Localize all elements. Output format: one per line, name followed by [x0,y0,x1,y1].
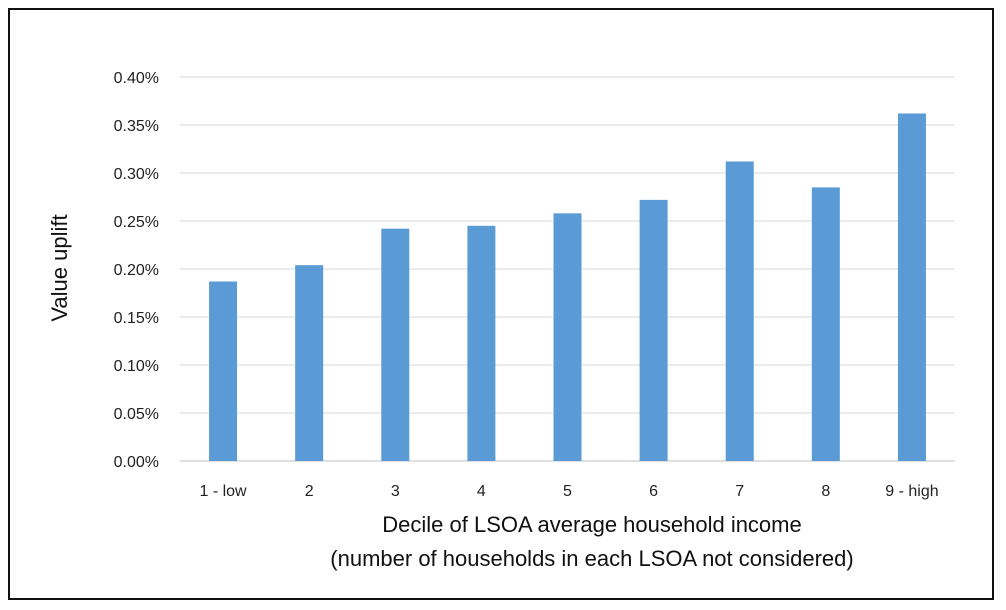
y-tick-label: 0.30% [114,166,159,183]
y-tick-label: 0.40% [114,70,159,87]
x-axis-label-line-1: Decile of LSOA average household income [382,512,801,537]
y-tick-label: 0.25% [114,214,159,231]
y-tick-label: 0.35% [114,118,159,135]
x-tick-label: 7 [735,483,744,500]
x-tick-label: 3 [391,483,400,500]
bar [639,199,668,461]
y-tick-labels: 0.00% 0.05% 0.10% 0.15% 0.20% 0.25% 0.30% 0.35%… [114,70,159,471]
y-tick-label: 0.15% [114,310,159,327]
y-tick-label: 0.05% [114,406,159,423]
bar [467,225,496,461]
bars [209,113,926,462]
bar [553,213,582,461]
bar [295,265,324,461]
y-axis-label: Value uplift [47,214,72,321]
x-tick-label: 5 [563,483,572,500]
bar [897,113,926,461]
y-tick-label: 0.20% [114,262,159,279]
x-tick-label: 1 - low [199,483,247,500]
y-tick-label: 0.10% [114,358,159,375]
bar [381,228,410,461]
bar [725,161,754,462]
bar [209,281,238,461]
x-tick-label: 8 [821,483,830,500]
x-tick-label: 9 - high [885,483,938,500]
x-tick-label: 4 [477,483,486,500]
bar [811,187,840,461]
x-axis-label-line-2: (number of households in each LSOA not c… [330,546,853,571]
x-tick-labels: 1 - low 2 3 4 5 6 7 8 9 - high [199,483,938,500]
y-tick-label: 0.00% [114,454,159,471]
x-tick-label: 6 [649,483,658,500]
x-tick-label: 2 [305,483,314,500]
